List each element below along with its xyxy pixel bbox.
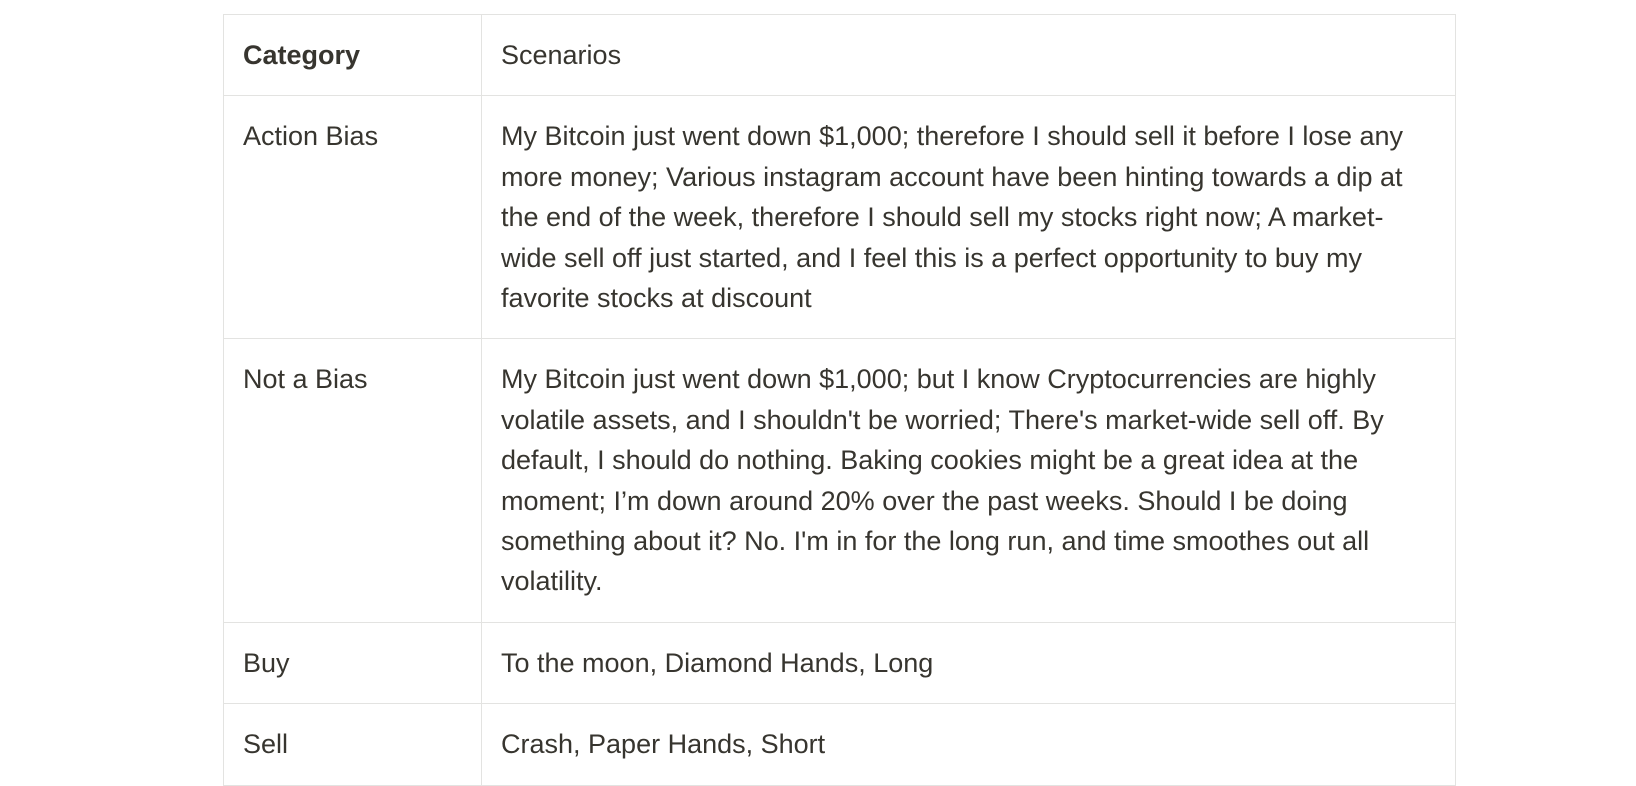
bias-table-container: Category Scenarios Action Bias My Bitcoi… — [223, 13, 1456, 786]
scenarios-cell: To the moon, Diamond Hands, Long — [481, 621, 1456, 705]
category-cell: Buy — [223, 621, 482, 705]
header-category: Category — [223, 13, 482, 97]
header-scenarios: Scenarios — [481, 13, 1456, 97]
table-row-sell: Sell Crash, Paper Hands, Short — [223, 703, 1456, 786]
table-header-row: Category Scenarios — [223, 13, 1456, 97]
bias-table: Category Scenarios Action Bias My Bitcoi… — [223, 13, 1456, 786]
category-cell: Sell — [223, 703, 482, 786]
scenarios-cell: Crash, Paper Hands, Short — [481, 703, 1456, 786]
table-row-action-bias: Action Bias My Bitcoin just went down $1… — [223, 95, 1456, 340]
category-cell: Not a Bias — [223, 338, 482, 623]
scenarios-cell: My Bitcoin just went down $1,000; theref… — [481, 95, 1456, 340]
table-row-not-a-bias: Not a Bias My Bitcoin just went down $1,… — [223, 338, 1456, 623]
category-cell: Action Bias — [223, 95, 482, 340]
scenarios-cell: My Bitcoin just went down $1,000; but I … — [481, 338, 1456, 623]
table-row-buy: Buy To the moon, Diamond Hands, Long — [223, 621, 1456, 705]
